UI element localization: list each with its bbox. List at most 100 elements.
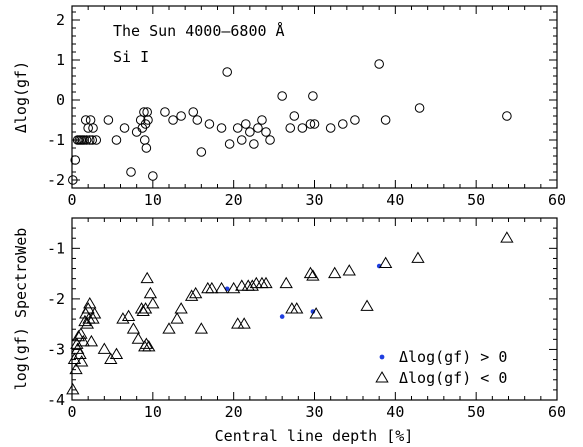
data-point-circle (80, 115, 91, 125)
data-point-circle (176, 111, 186, 121)
data-point-triangle (231, 317, 245, 329)
data-point-circle (88, 123, 98, 133)
legend-marker-negative (375, 371, 389, 383)
top-ylabel: Δlog(gf) (12, 61, 30, 133)
bottom-xtick-label: 40 (386, 403, 404, 421)
legend-label-positive: Δlog(gf) > 0 (399, 348, 507, 366)
data-point-circle (414, 103, 425, 113)
bottom-xtick-label: 0 (67, 403, 76, 421)
data-point-circle (240, 119, 251, 129)
data-point-triangle (360, 299, 374, 311)
top-ytick-label: 1 (56, 51, 65, 69)
data-point-triangle (170, 312, 184, 324)
data-point-circle (84, 135, 95, 145)
data-point-circle (139, 135, 150, 145)
data-point-circle (261, 127, 271, 137)
data-point-circle (277, 91, 287, 101)
bottom-panel: 0 10 20 30 40 50 60 -4 -3 -2 -1 log(gf) SpectroWeb… (12, 217, 566, 445)
data-point-triangle (70, 337, 84, 349)
data-point-triangle (109, 347, 124, 359)
data-point-triangle (143, 286, 158, 299)
data-point-circle (103, 115, 114, 125)
data-point-circle (216, 123, 227, 133)
legend: Δlog(gf) > 0 Δlog(gf) < 0 (375, 348, 507, 387)
top-panel-points (68, 59, 512, 185)
data-point-triangle (189, 286, 203, 299)
data-point-circle (257, 115, 267, 125)
data-point-triangle (328, 266, 342, 279)
bottom-ytick-label: -1 (47, 239, 65, 257)
bottom-ylabel: log(gf) SpectroWeb (12, 228, 30, 391)
top-ytick-label: -2 (47, 171, 65, 189)
data-point-triangle (279, 276, 293, 289)
data-point-triangle (174, 302, 188, 314)
data-point-circle (139, 107, 149, 117)
xlabel: Central line depth [%] (215, 427, 414, 445)
annotation-title: The Sun 4000–6800 Å (113, 21, 285, 40)
data-point-circle (224, 139, 235, 149)
data-point-triangle (500, 231, 514, 243)
top-ytick-label: -1 (47, 131, 65, 149)
data-point-triangle (71, 329, 86, 342)
data-point-circle (253, 123, 263, 133)
data-point-circle (81, 135, 92, 145)
data-point-triangle (259, 276, 273, 289)
data-point-circle (126, 167, 136, 177)
data-point-triangle (69, 362, 83, 375)
data-point-triangle (66, 382, 80, 395)
data-point-triangle (237, 317, 251, 329)
data-point-triangle (194, 322, 209, 334)
data-point-circle (374, 59, 384, 69)
data-point-circle (85, 115, 96, 125)
data-point-circle (308, 91, 318, 101)
data-point-circle (249, 139, 259, 149)
data-point-triangle (303, 266, 318, 279)
data-point-triangle (75, 355, 89, 367)
data-point-triangle (309, 307, 323, 319)
top-ytick-label: 0 (56, 91, 65, 109)
legend-label-negative: Δlog(gf) < 0 (399, 369, 507, 387)
data-point-triangle (162, 322, 176, 334)
data-point-circle (160, 107, 170, 117)
data-point-circle (111, 135, 122, 145)
data-point-circle (309, 119, 320, 129)
data-point-triangle (139, 337, 154, 349)
data-point-circle (143, 115, 153, 125)
data-point-circle (289, 111, 300, 121)
data-point-circle (204, 119, 215, 129)
top-panel: 0 10 20 30 40 50 60 -2 -1 0 1 2 The Sun 4000–6800 Å… (12, 5, 566, 209)
data-point-circle (91, 135, 102, 145)
annotation-species: Si I (113, 48, 149, 66)
top-xtick-label: 40 (386, 191, 404, 209)
bottom-xtick-label: 10 (144, 403, 162, 421)
data-point-circle (232, 123, 243, 133)
data-point-circle (285, 123, 296, 133)
data-point-circle (380, 115, 391, 125)
data-point-circle (142, 107, 152, 117)
data-point-triangle (201, 281, 215, 294)
data-point-circle (265, 135, 275, 145)
data-point-circle (305, 119, 316, 129)
data-point-circle (68, 175, 78, 185)
data-point-triangle (226, 281, 241, 294)
data-point-triangle (342, 264, 356, 276)
data-point-triangle (245, 279, 259, 291)
data-point-triangle (184, 289, 199, 301)
data-point-triangle (290, 302, 304, 314)
data-point-circle (141, 143, 152, 153)
top-xtick-label: 10 (144, 191, 162, 209)
data-point-triangle (255, 276, 269, 289)
data-point-triangle (235, 279, 249, 291)
data-point-circle (70, 155, 81, 165)
data-point-triangle (131, 332, 145, 344)
data-point-circle (79, 135, 89, 145)
data-point-triangle (140, 271, 154, 284)
top-xtick-label: 60 (548, 191, 566, 209)
data-point-circle (83, 123, 93, 133)
bottom-ytick-label: -2 (47, 290, 65, 308)
legend-marker-positive (379, 354, 385, 360)
data-point-triangle (121, 309, 136, 322)
data-point-triangle (126, 322, 141, 334)
data-point-circle (196, 147, 207, 157)
